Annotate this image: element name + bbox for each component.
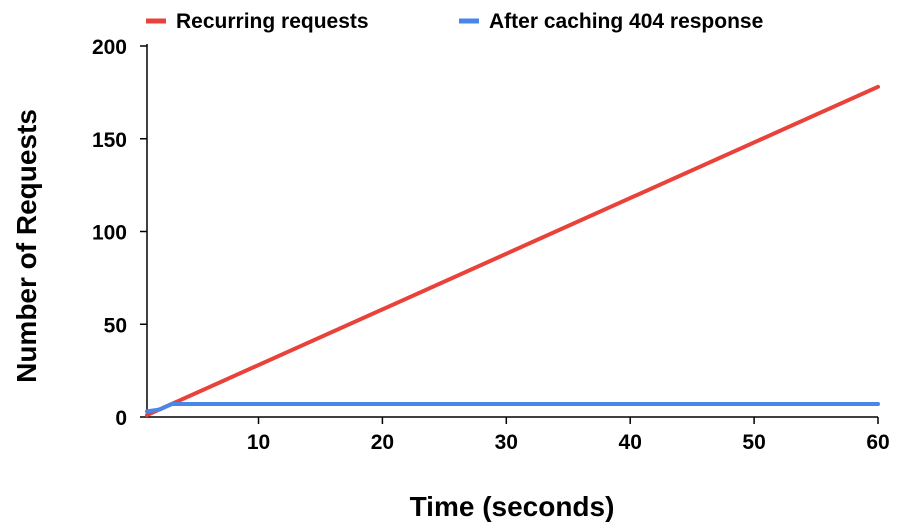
y-axis-title: Number of Requests xyxy=(11,109,42,383)
y-tick-label: 150 xyxy=(92,129,127,152)
legend-label-1: Recurring requests xyxy=(176,10,369,33)
x-tick-label: 50 xyxy=(742,431,765,454)
axes: 0 50 100 150 200 10 20 30 40 50 60 xyxy=(92,36,890,454)
y-tick-label: 200 xyxy=(92,36,127,59)
x-axis-title: Time (seconds) xyxy=(410,491,615,522)
series-layer xyxy=(145,84,880,418)
legend-label-2: After caching 404 response xyxy=(489,10,763,33)
y-tick-label: 100 xyxy=(92,222,127,245)
series-line-2 xyxy=(145,402,880,414)
x-tick-label: 10 xyxy=(247,431,270,454)
legend: Recurring requests After caching 404 resp… xyxy=(146,10,763,33)
x-tick-label: 60 xyxy=(866,431,889,454)
y-tick-label: 0 xyxy=(115,407,127,430)
series-line-1 xyxy=(145,84,880,418)
x-tick-label: 30 xyxy=(495,431,518,454)
y-tick-label: 50 xyxy=(104,314,127,337)
x-tick-label: 20 xyxy=(371,431,394,454)
x-tick-label: 40 xyxy=(619,431,642,454)
